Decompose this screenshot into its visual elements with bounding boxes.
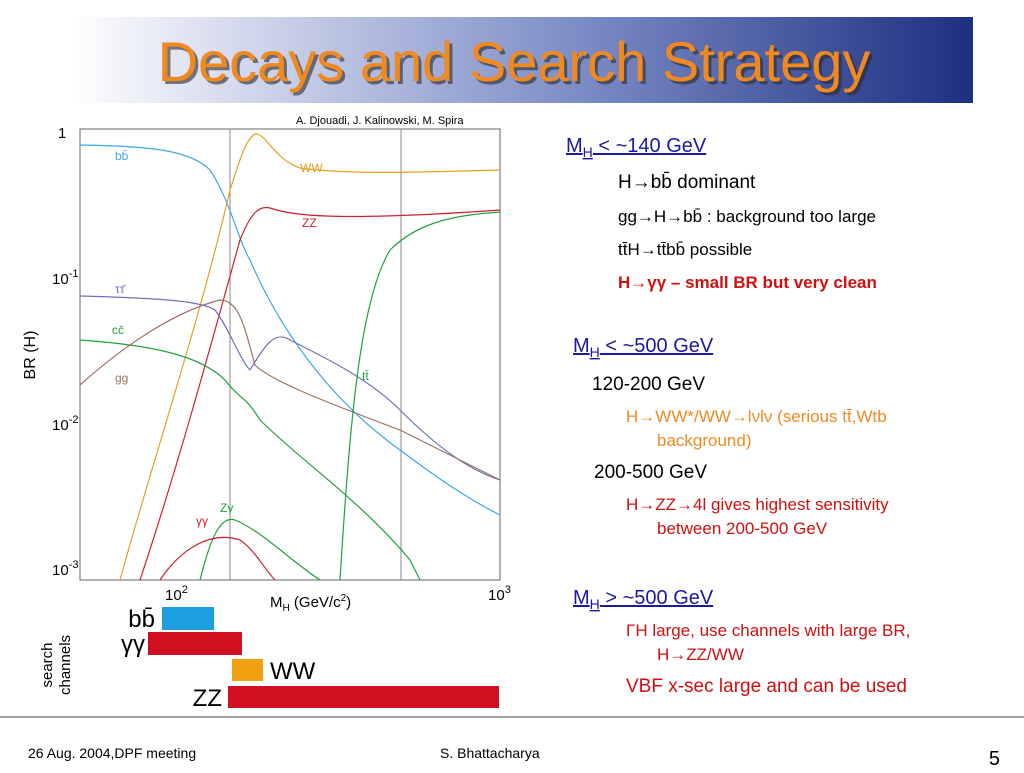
curve-label: bb̄ — [115, 149, 129, 163]
section-heading: MH < ~500 GeV — [573, 335, 714, 360]
x-label: MH (GeV/c2) — [270, 593, 351, 614]
curve-zgamma — [199, 518, 321, 581]
curve-label: WW — [300, 161, 323, 175]
section-heading: MH > ~500 GeV — [573, 587, 714, 612]
x-tick-label: 102 — [165, 584, 188, 604]
credit: A. Djouadi, J. Kalinowski, M. Spira — [296, 115, 464, 127]
curve-label: ZZ — [302, 216, 317, 230]
footer-left: 26 Aug. 2004,DPF meeting — [28, 745, 196, 761]
channel-bar — [148, 632, 242, 655]
curve-gammagamma — [159, 536, 276, 581]
channel-label: γγ — [121, 631, 145, 658]
text-line: H→γγ – small BR but very clean — [618, 273, 877, 292]
channel-label: bb̄ — [128, 606, 155, 633]
curve-label: γγ — [196, 514, 208, 528]
title: Decays and Search Strategy — [158, 30, 871, 93]
text-line: gg→H→bb̄ : background too large — [618, 207, 876, 226]
y-tick-label: 10-2 — [52, 414, 78, 434]
curve-zz — [139, 206, 501, 581]
x-tick-label: 103 — [488, 584, 511, 604]
curve-bb — [79, 144, 501, 516]
footer-center: S. Bhattacharya — [440, 745, 540, 761]
channel-label: ZZ — [193, 685, 222, 712]
y-label: BR (H) — [22, 331, 39, 380]
y-tick-label: 1 — [58, 125, 66, 142]
plot-frame — [79, 128, 501, 581]
channel-bar — [162, 607, 214, 630]
title-bar — [70, 17, 973, 103]
channel-label: WW — [270, 658, 316, 685]
channel-bar — [228, 686, 499, 708]
curve-label: cc̄ — [112, 323, 124, 337]
text-line: ΓH large, use channels with large BR, — [626, 621, 910, 640]
section-heading: MH < ~140 GeV — [566, 135, 707, 160]
text-line: H→ZZ/WW — [657, 645, 744, 664]
text-line: H→bb̄ dominant — [618, 172, 756, 193]
text-line: background) — [657, 431, 752, 450]
title-shadow: Decays and Search Strategy — [161, 33, 874, 96]
y-tick-label: 10-1 — [52, 268, 78, 288]
text-line: H→WW*/WW→lνlν (serious tt̄,Wtb — [626, 407, 887, 426]
curve-cc — [79, 339, 421, 581]
curve-label: ττ̄ — [115, 282, 126, 296]
curve-label: Zγ — [220, 501, 233, 515]
text-line: tt̄H→tt̄bb̄ possible — [618, 240, 752, 259]
text-line: between 200-500 GeV — [657, 519, 828, 538]
y-tick-label: 10-3 — [52, 559, 78, 579]
text-line: H→ZZ→4l gives highest sensitivity — [626, 495, 889, 514]
curve-label: tt̄ — [362, 369, 369, 383]
text-line: 200-500 GeV — [594, 462, 707, 483]
page-number: 5 — [989, 748, 1000, 768]
curve-gg — [79, 299, 501, 481]
text-line: 120-200 GeV — [592, 374, 705, 395]
text-line: VBF x-sec large and can be used — [626, 676, 907, 697]
channel-bar — [232, 659, 263, 681]
channels-caption: searchchannels — [39, 635, 74, 695]
curve-tt — [339, 211, 501, 581]
curve-label: gg — [115, 371, 128, 385]
plot: A. Djouadi, J. Kalinowski, M. Spira BR (… — [22, 115, 511, 614]
curve-ww — [119, 133, 501, 581]
